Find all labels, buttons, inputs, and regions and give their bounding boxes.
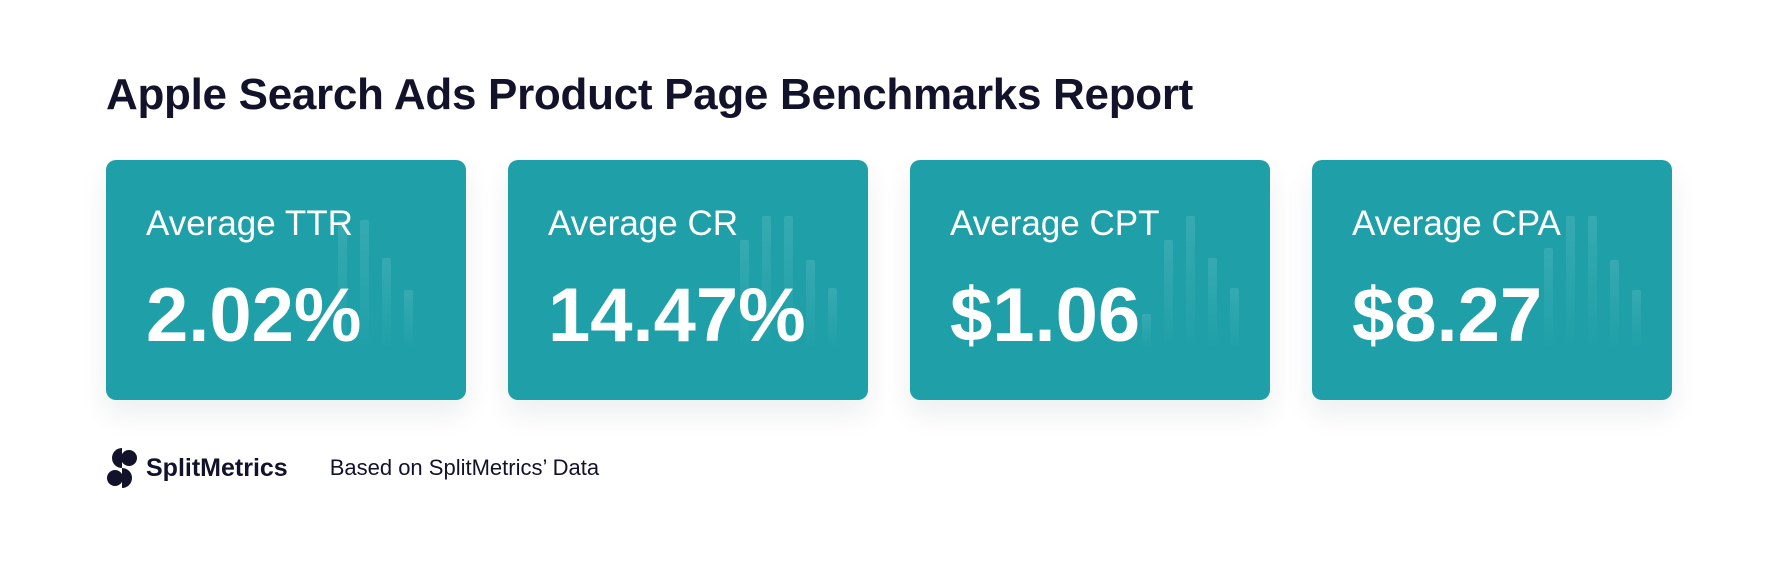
metric-value: 14.47% [548,273,806,358]
splitmetrics-logo: SplitMetrics [106,447,288,489]
brand-name: SplitMetrics [146,453,288,482]
bar-chart-decoration-icon [740,208,860,348]
metric-value: $8.27 [1352,273,1543,358]
metric-card-ttr: Average TTR 2.02% [106,160,466,400]
bar-chart-decoration-icon [1142,208,1262,348]
bar-chart-decoration-icon [338,208,458,348]
metric-label: Average CR [548,204,739,243]
metric-value: $1.06 [950,273,1141,358]
footer: SplitMetrics Based on SplitMetrics’ Data [106,446,599,490]
metric-card-cpa: Average CPA $8.27 [1312,160,1672,400]
bar-chart-decoration-icon [1544,208,1664,348]
metric-cards: Average TTR 2.02% Average CR 14.47% Aver… [106,160,1672,400]
data-source-note: Based on SplitMetrics’ Data [329,455,600,480]
metric-card-cpt: Average CPT $1.06 [910,160,1270,400]
metric-label: Average CPT [950,204,1160,243]
page-title: Apple Search Ads Product Page Benchmarks… [106,70,1194,119]
metric-card-cr: Average CR 14.47% [508,160,868,400]
metric-label: Average CPA [1352,204,1561,243]
splitmetrics-logo-icon [107,448,137,488]
metric-value: 2.02% [146,273,362,358]
metric-label: Average TTR [146,204,353,243]
